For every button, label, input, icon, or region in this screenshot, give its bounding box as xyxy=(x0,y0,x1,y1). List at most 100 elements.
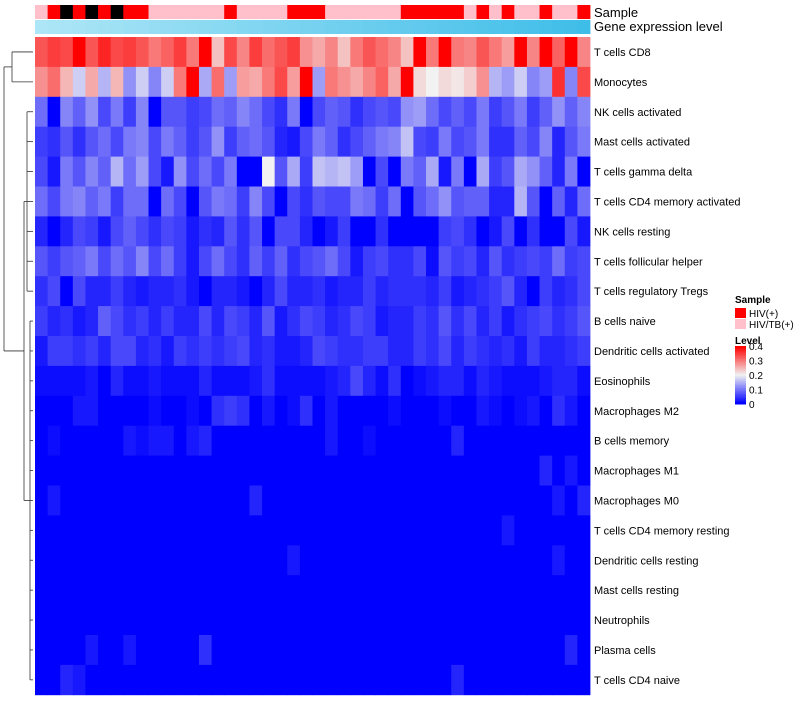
heatmap-cell xyxy=(186,126,200,157)
heatmap-cell xyxy=(249,365,263,397)
heatmap-cell xyxy=(299,605,313,636)
heatmap-cell xyxy=(173,515,187,546)
heatmap-cell xyxy=(413,485,427,516)
heatmap-cell xyxy=(161,365,175,397)
heatmap-cell xyxy=(186,156,200,187)
heatmap-cell xyxy=(72,306,86,337)
heatmap-cell xyxy=(514,66,528,98)
heatmap-cell xyxy=(211,635,225,666)
heatmap-cell xyxy=(299,515,313,546)
heatmap-cell xyxy=(236,216,250,247)
sample-annotation-cell xyxy=(148,5,162,19)
heatmap-cell xyxy=(426,276,440,307)
heatmap-cell xyxy=(148,66,162,98)
expression-annotation-cell xyxy=(274,20,288,34)
heatmap-cell xyxy=(274,306,288,337)
heatmap-cell xyxy=(375,156,389,187)
heatmap-cell xyxy=(337,485,351,516)
heatmap-cell xyxy=(85,545,99,576)
heatmap-cell xyxy=(60,635,74,666)
heatmap-cell xyxy=(350,455,364,486)
heatmap-cell xyxy=(489,545,503,576)
heatmap-cell xyxy=(514,545,528,576)
heatmap-cell xyxy=(173,37,187,68)
heatmap-cell xyxy=(173,66,187,98)
heatmap-cell xyxy=(438,605,452,636)
heatmap-cell xyxy=(60,365,74,397)
sample-annotation-cell xyxy=(350,5,364,19)
heatmap-cell xyxy=(35,635,49,666)
heatmap-cell xyxy=(337,126,351,157)
heatmap-cell xyxy=(211,395,225,427)
heatmap-cell xyxy=(274,246,288,277)
heatmap-cell xyxy=(72,216,86,247)
heatmap-cell xyxy=(135,455,149,486)
heatmap-cell xyxy=(501,276,515,307)
heatmap-cell xyxy=(47,575,61,606)
heatmap-cell xyxy=(577,635,591,666)
heatmap-cell xyxy=(426,66,440,98)
heatmap-cell xyxy=(526,336,540,367)
heatmap-cell xyxy=(375,365,389,397)
heatmap-cell xyxy=(438,485,452,516)
heatmap-cell xyxy=(60,336,74,367)
heatmap-cell xyxy=(526,186,540,217)
heatmap-cell xyxy=(85,37,99,68)
heatmap-cell xyxy=(72,37,86,68)
heatmap-cell xyxy=(60,575,74,606)
heatmap-cell xyxy=(274,605,288,636)
heatmap-cell xyxy=(287,96,301,128)
heatmap-cell xyxy=(60,425,74,456)
sample-annotation-cell xyxy=(35,5,49,19)
heatmap-cell xyxy=(198,66,212,98)
heatmap-cell xyxy=(287,455,301,486)
heatmap-cell xyxy=(60,156,74,187)
heatmap-cell xyxy=(72,485,86,516)
heatmap-cell xyxy=(312,395,326,427)
heatmap-cell xyxy=(262,365,276,397)
heatmap-cell xyxy=(489,425,503,456)
heatmap-cell xyxy=(463,515,477,546)
heatmap-cell xyxy=(236,575,250,606)
heatmap-cell xyxy=(476,515,490,546)
heatmap-cell xyxy=(224,664,238,696)
heatmap-cell xyxy=(173,156,187,187)
heatmap-cell xyxy=(577,246,591,277)
legend-colorbar-segment xyxy=(735,395,746,398)
heatmap-cell xyxy=(123,395,137,427)
sample-track-label: Sample xyxy=(594,5,638,20)
heatmap-cell xyxy=(299,37,313,68)
heatmap-cell xyxy=(35,306,49,337)
heatmap-cell xyxy=(564,336,578,367)
heatmap-cell xyxy=(262,545,276,576)
row-label: Neutrophils xyxy=(594,615,650,627)
heatmap-cell xyxy=(173,395,187,427)
heatmap-cell xyxy=(299,425,313,456)
heatmap-cell xyxy=(249,395,263,427)
heatmap-cell xyxy=(526,605,540,636)
heatmap-cell xyxy=(476,455,490,486)
heatmap-cell xyxy=(262,635,276,666)
heatmap-cell xyxy=(350,96,364,128)
heatmap-cell xyxy=(350,485,364,516)
heatmap-cell xyxy=(236,395,250,427)
heatmap-cell xyxy=(337,37,351,68)
heatmap-cell xyxy=(236,126,250,157)
heatmap-cell xyxy=(123,664,137,696)
heatmap-cell xyxy=(198,664,212,696)
heatmap-cell xyxy=(400,455,414,486)
heatmap-cell xyxy=(287,37,301,68)
heatmap-cell xyxy=(413,336,427,367)
heatmap-cell xyxy=(224,96,238,128)
heatmap-cell xyxy=(198,365,212,397)
heatmap-cell xyxy=(375,96,389,128)
heatmap-cell xyxy=(35,216,49,247)
heatmap-cell xyxy=(489,126,503,157)
heatmap-cell xyxy=(552,306,566,337)
heatmap-cell xyxy=(287,575,301,606)
heatmap-cell xyxy=(426,635,440,666)
heatmap-cell xyxy=(249,156,263,187)
heatmap-cell xyxy=(552,664,566,696)
heatmap-cell xyxy=(85,336,99,367)
